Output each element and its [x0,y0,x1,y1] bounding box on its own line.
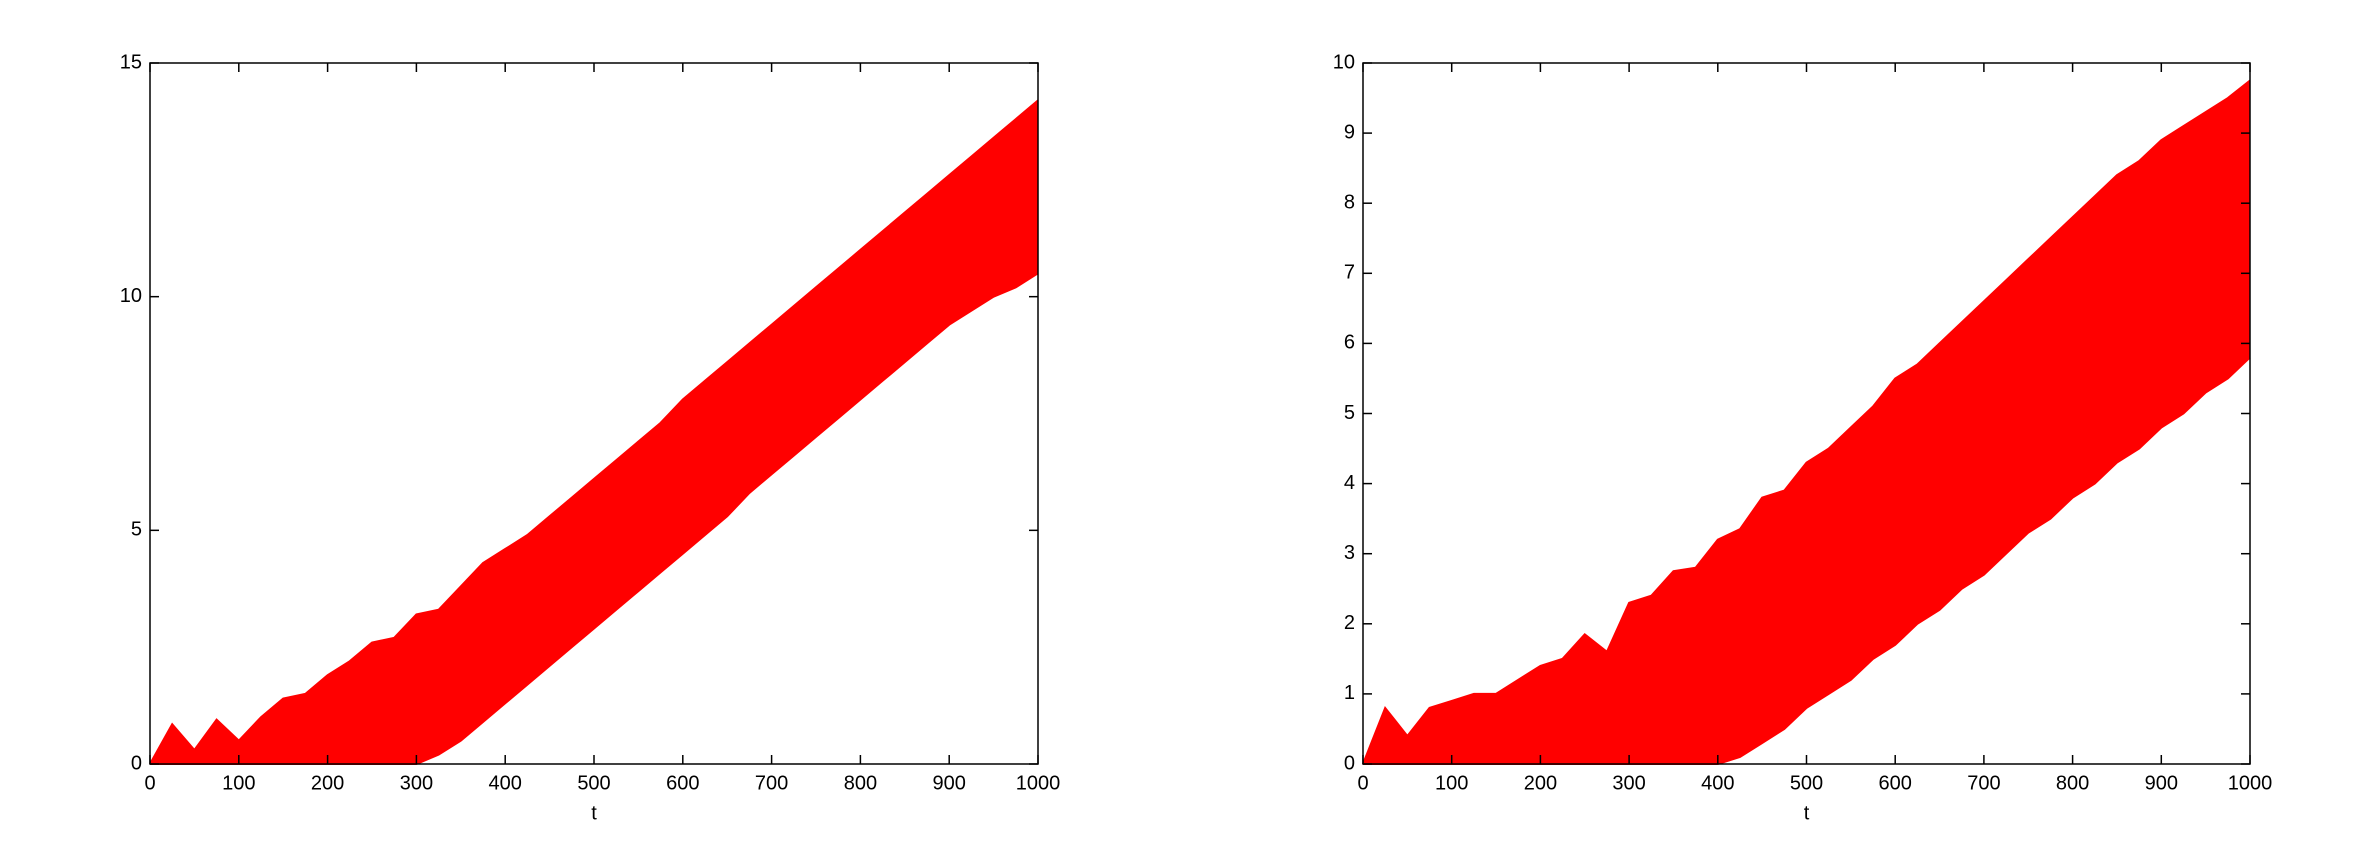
y-tick-label: 2 [1344,612,1355,634]
y-tick-label: 10 [120,285,142,307]
y-tick-label: 10 [1333,51,1355,73]
y-tick-label: 8 [1344,191,1355,213]
x-tick-label: 600 [666,772,699,794]
y-tick-label: 5 [1344,402,1355,424]
x-tick-label: 300 [400,772,433,794]
band-fill [150,100,1038,765]
x-tick-label: 900 [2145,772,2178,794]
x-tick-label: 500 [577,772,610,794]
y-tick-label: 4 [1344,472,1355,494]
x-tick-label: 500 [1790,772,1823,794]
x-tick-label: 700 [755,772,788,794]
x-tick-label: 0 [1357,772,1368,794]
series-line [149,99,1039,765]
x-tick-label: 300 [1612,772,1645,794]
x-tick-label: 800 [2056,772,2089,794]
y-tick-label: 9 [1344,121,1355,143]
x-tick-label: 800 [844,772,877,794]
x-tick-label: 200 [1524,772,1557,794]
y-tick-label: 5 [131,519,142,541]
y-tick-label: 15 [120,51,142,73]
x-tick-label: 1000 [1016,772,1061,794]
y-tick-label: 0 [131,752,142,774]
x-tick-label: 0 [144,772,155,794]
x-axis-label: t [1804,802,1810,824]
x-axis-label: t [591,802,597,824]
series-line [1362,79,2251,765]
x-tick-label: 100 [1435,772,1468,794]
y-tick-label: 0 [1344,752,1355,774]
x-tick-label: 600 [1879,772,1912,794]
x-tick-label: 1000 [2228,772,2273,794]
y-tick-label: 6 [1344,332,1355,354]
axes-box [149,62,1039,765]
x-tick-label: 900 [933,772,966,794]
x-tick-label: 400 [1701,772,1734,794]
x-tick-label: 100 [222,772,255,794]
x-tick-label: 400 [489,772,522,794]
y-tick-label: 3 [1344,542,1355,564]
y-tick-label: 1 [1344,682,1355,704]
x-tick-label: 700 [1967,772,2000,794]
y-tick-label: 7 [1344,262,1355,284]
x-tick-label: 200 [311,772,344,794]
band-fill [1363,80,2250,764]
